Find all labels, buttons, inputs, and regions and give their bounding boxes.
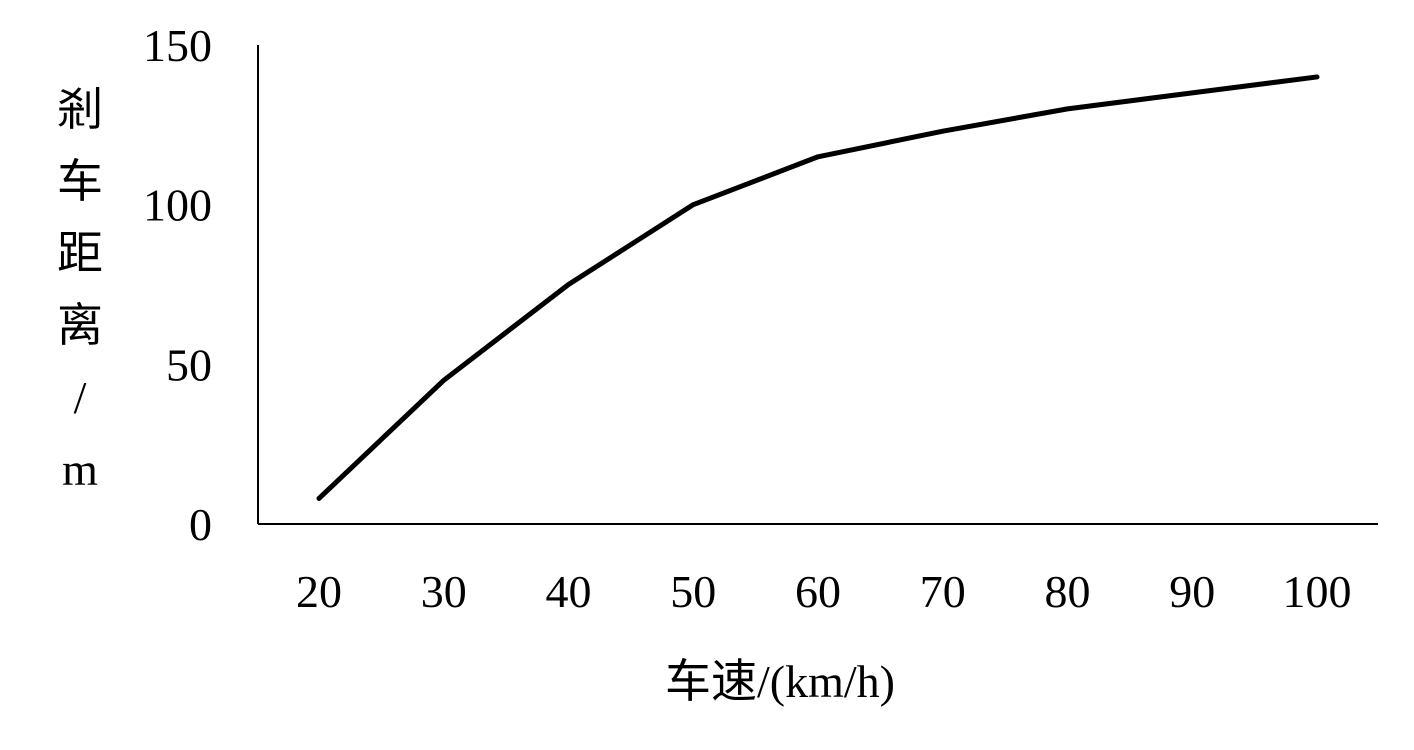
- y-tick-label: 50: [166, 339, 212, 390]
- x-tick-label: 30: [421, 566, 467, 617]
- x-tick-labels: 20 30 40 50 60 70 80 90 100: [296, 566, 1352, 617]
- x-tick-label: 80: [1045, 566, 1091, 617]
- y-tick-labels: 0 50 100 150: [143, 20, 212, 550]
- x-tick-label: 40: [546, 566, 592, 617]
- x-tick-label: 100: [1283, 566, 1352, 617]
- series-layer: [316, 74, 1320, 501]
- series-line: [316, 74, 1320, 501]
- x-axis-label: 车速/(km/h): [665, 656, 895, 707]
- x-tick-label: 60: [795, 566, 841, 617]
- x-tick-label: 50: [670, 566, 716, 617]
- x-tick-label: 70: [920, 566, 966, 617]
- y-tick-label: 0: [189, 499, 212, 550]
- y-tick-label: 100: [143, 180, 212, 231]
- x-tick-label: 20: [296, 566, 342, 617]
- y-tick-label: 150: [143, 20, 212, 71]
- x-tick-label: 90: [1169, 566, 1215, 617]
- y-axis-label: 剎车距离/m: [57, 84, 103, 495]
